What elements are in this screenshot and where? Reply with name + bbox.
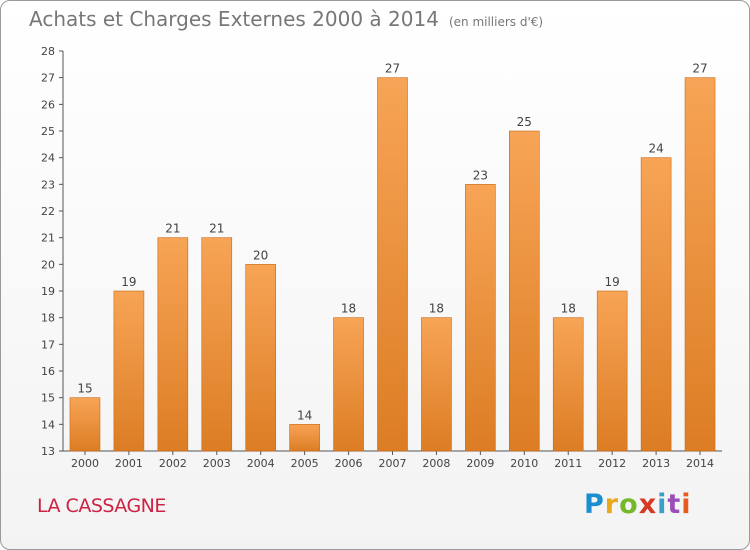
bar-2007 [377,77,408,452]
logo-letter: o [619,489,639,520]
data-label-2012: 19 [605,275,620,289]
proxiti-logo[interactable]: Proxiti [584,489,692,520]
y-tick-label: 22 [41,205,55,218]
y-tick-label: 23 [41,178,55,191]
y-tick-label: 26 [41,98,55,111]
data-label-2010: 25 [517,115,532,129]
bar-2008 [421,317,452,452]
bar-2012 [596,290,628,452]
x-tick-label-2011: 2011 [554,457,582,470]
x-tick-label-2010: 2010 [510,457,538,470]
chart-x-tick-labels: 2000 2001 2002 2003 2004 2005 2006 2007 2008 2009… [71,457,714,470]
data-label-2005: 14 [297,408,312,422]
y-tick-label: 27 [41,72,55,85]
data-label-2009: 23 [473,168,488,182]
bar-2003 [201,237,233,452]
logo-letter: x [638,489,658,520]
x-tick-label-2013: 2013 [642,457,670,470]
y-tick-label: 17 [41,338,55,351]
y-tick-label: 16 [41,365,55,378]
bar-2000 [69,397,101,452]
x-tick-label-2006: 2006 [335,457,363,470]
data-label-2003: 21 [209,222,224,236]
y-tick-label: 15 [41,392,55,405]
data-label-2014: 27 [692,62,707,76]
logo-letter: P [584,489,605,520]
chart-bars [69,77,716,452]
logo-letter: t [667,489,682,520]
y-tick-label: 14 [41,418,55,431]
x-tick-label-2007: 2007 [379,457,407,470]
data-label-2011: 18 [561,302,576,316]
y-tick-label: 19 [41,285,55,298]
x-tick-label-2012: 2012 [598,457,626,470]
x-tick-label-2004: 2004 [247,457,275,470]
y-tick-label: 20 [41,258,55,271]
logo-letter: r [604,489,620,520]
x-tick-label-2014: 2014 [686,457,714,470]
x-tick-label-2009: 2009 [466,457,494,470]
x-tick-label-2001: 2001 [115,457,143,470]
place-name: LA CASSAGNE [37,495,166,517]
bar-2014 [684,77,716,452]
y-tick-label: 25 [41,125,55,138]
bar-2011 [552,317,584,452]
chart-title-text: Achats et Charges Externes 2000 à 2014 [29,7,439,31]
data-label-2007: 27 [385,62,400,76]
bar-2004 [245,264,276,452]
logo-letter: i [657,489,668,520]
bar-2013 [640,157,672,452]
chart-y-tick-labels: 13 14 15 16 17 18 19 20 21 22 23 24 25 26 27 28 [41,45,55,458]
y-tick-label: 21 [41,232,55,245]
x-tick-label-2003: 2003 [203,457,231,470]
bar-2005 [289,424,320,452]
bar-2001 [113,290,145,452]
y-tick-label: 24 [41,152,55,165]
x-tick-label-2008: 2008 [422,457,450,470]
bar-2006 [333,317,364,452]
data-label-2006: 18 [341,302,356,316]
y-tick-label: 18 [41,312,55,325]
data-label-2000: 15 [77,382,92,396]
bar-2002 [157,237,189,452]
data-label-2001: 19 [121,275,136,289]
chart-title: Achats et Charges Externes 2000 à 2014 (e… [29,7,543,31]
data-label-2008: 18 [429,302,444,316]
data-label-2002: 21 [165,222,180,236]
x-tick-label-2000: 2000 [71,457,99,470]
chart-subtitle: (en milliers d'€) [448,15,544,29]
data-label-2004: 20 [253,248,268,262]
y-tick-label: 28 [41,45,55,58]
logo-letter: i [681,489,692,520]
bar-2009 [465,184,496,452]
data-label-2013: 24 [648,142,663,156]
y-tick-label: 13 [41,445,55,458]
x-tick-label-2005: 2005 [291,457,319,470]
chart-data-labels: 15 19 21 21 20 14 18 27 18 23 25 18 19 24 27 [77,62,707,423]
x-tick-label-2002: 2002 [159,457,187,470]
bar-2010 [508,130,540,452]
